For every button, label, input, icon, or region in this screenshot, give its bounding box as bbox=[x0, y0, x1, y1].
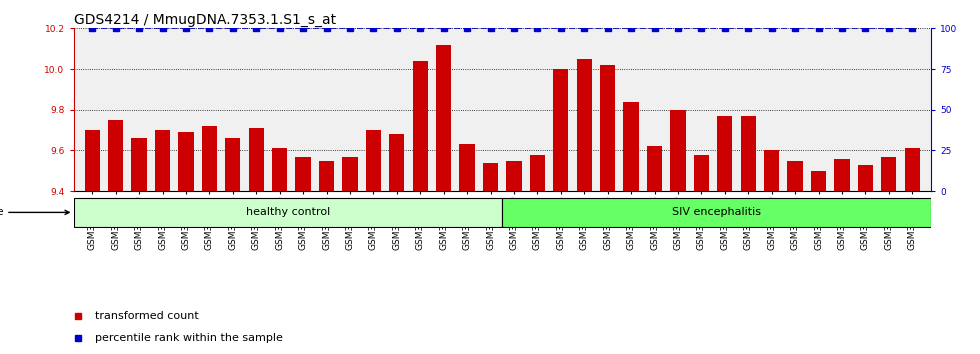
Bar bbox=[834, 159, 850, 191]
FancyBboxPatch shape bbox=[74, 198, 502, 227]
Bar bbox=[553, 69, 568, 191]
Bar bbox=[530, 155, 545, 191]
Text: GDS4214 / MmugDNA.7353.1.S1_s_at: GDS4214 / MmugDNA.7353.1.S1_s_at bbox=[74, 13, 335, 27]
Text: healthy control: healthy control bbox=[246, 207, 330, 217]
Bar bbox=[296, 156, 311, 191]
Bar bbox=[764, 150, 779, 191]
Bar bbox=[155, 130, 171, 191]
Bar bbox=[741, 116, 756, 191]
Bar bbox=[600, 65, 615, 191]
Bar bbox=[436, 45, 452, 191]
Bar bbox=[366, 130, 381, 191]
Bar bbox=[694, 155, 709, 191]
Bar bbox=[178, 132, 194, 191]
Bar bbox=[342, 156, 358, 191]
Bar bbox=[647, 147, 662, 191]
Bar bbox=[131, 138, 147, 191]
Bar bbox=[623, 102, 639, 191]
Text: SIV encephalitis: SIV encephalitis bbox=[672, 207, 761, 217]
Text: disease state: disease state bbox=[0, 207, 70, 217]
Bar bbox=[576, 59, 592, 191]
Text: percentile rank within the sample: percentile rank within the sample bbox=[95, 333, 283, 343]
Bar bbox=[249, 128, 264, 191]
Bar bbox=[202, 126, 217, 191]
Bar bbox=[717, 116, 732, 191]
Bar bbox=[108, 120, 123, 191]
FancyBboxPatch shape bbox=[502, 198, 931, 227]
Bar bbox=[413, 61, 428, 191]
Bar bbox=[788, 161, 803, 191]
Bar bbox=[670, 110, 686, 191]
Bar bbox=[507, 161, 521, 191]
Bar bbox=[881, 156, 897, 191]
Bar bbox=[858, 165, 873, 191]
Bar bbox=[483, 163, 498, 191]
Bar bbox=[460, 144, 474, 191]
Bar bbox=[272, 148, 287, 191]
Bar bbox=[389, 134, 405, 191]
Text: transformed count: transformed count bbox=[95, 311, 199, 321]
Bar bbox=[84, 130, 100, 191]
Bar bbox=[905, 148, 920, 191]
Bar bbox=[810, 171, 826, 191]
Bar bbox=[318, 161, 334, 191]
Bar bbox=[225, 138, 240, 191]
